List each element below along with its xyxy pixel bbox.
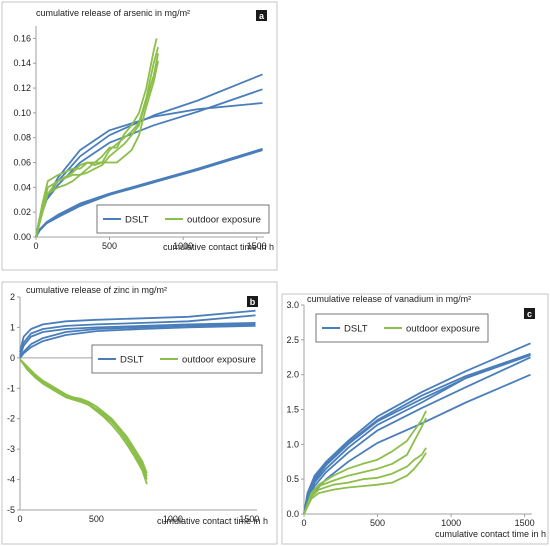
y-tick-label: 0 bbox=[10, 353, 15, 363]
y-axis-label: cumulative release of vanadium in mg/m² bbox=[307, 294, 471, 304]
x-tick-label: 0 bbox=[17, 514, 22, 524]
y-tick-label: 3.0 bbox=[286, 300, 299, 310]
legend-label-outdoor: outdoor exposure bbox=[182, 355, 256, 366]
y-tick-label: -5 bbox=[7, 505, 15, 515]
y-tick-label: 0.5 bbox=[286, 474, 299, 484]
chart-panel-a: cumulative release of arsenic in mg/m² a 0… bbox=[1, 1, 278, 271]
series-line-dslt-0 bbox=[19, 309, 256, 353]
panel-badge-label: c bbox=[527, 309, 532, 319]
x-tick-label: 1500 bbox=[239, 514, 259, 524]
y-tick-label: 1 bbox=[10, 322, 15, 332]
panel-frame bbox=[281, 293, 549, 545]
y-tick-label: 1.5 bbox=[286, 405, 299, 415]
x-tick-label: 0 bbox=[33, 241, 38, 251]
y-tick-label: 0.10 bbox=[13, 108, 31, 118]
panel-badge bbox=[524, 308, 535, 319]
legend-label-outdoor: outdoor exposure bbox=[187, 215, 261, 226]
y-tick-label: 0.14 bbox=[13, 58, 31, 68]
panel-badge bbox=[247, 296, 258, 307]
series-line-dslt-4 bbox=[19, 325, 256, 359]
panel-badge bbox=[256, 10, 267, 21]
x-tick-label: 1500 bbox=[247, 241, 267, 251]
series-line-dslt-2 bbox=[19, 322, 256, 357]
y-tick-label: 0.02 bbox=[13, 207, 31, 217]
panel-frame bbox=[1, 1, 278, 271]
x-axis-label: cumulative contact time in h bbox=[157, 516, 268, 526]
series-line-outdoor-8 bbox=[19, 358, 148, 477]
series-line-outdoor-9 bbox=[35, 60, 159, 238]
series-line-outdoor-5 bbox=[19, 358, 148, 474]
series-line-outdoor-6 bbox=[303, 410, 427, 515]
series-line-outdoor-7 bbox=[303, 417, 427, 515]
chart-panel-c: cumulative release of vanadium in mg/m² c… bbox=[281, 293, 549, 545]
panel-badge-label: b bbox=[250, 297, 256, 307]
x-tick-label: 0 bbox=[301, 518, 306, 528]
y-tick-label: 0.12 bbox=[13, 83, 31, 93]
series-line-outdoor-6 bbox=[35, 38, 158, 238]
x-tick-label: 1000 bbox=[441, 518, 461, 528]
y-tick-label: 0.08 bbox=[13, 133, 31, 143]
x-tick-label: 1500 bbox=[515, 518, 535, 528]
series-line-dslt-1 bbox=[303, 352, 531, 515]
legend-label-dslt: DSLT bbox=[125, 215, 149, 226]
panel-badge-label: a bbox=[259, 11, 265, 21]
y-tick-label: 0.16 bbox=[13, 33, 31, 43]
legend-label-dslt: DSLT bbox=[120, 355, 144, 366]
y-tick-label: 2.0 bbox=[286, 370, 299, 380]
x-tick-label: 1000 bbox=[163, 514, 183, 524]
series-line-dslt-3 bbox=[19, 323, 256, 358]
y-tick-label: -1 bbox=[7, 383, 15, 393]
x-axis-label: cumulative contact time in h bbox=[163, 242, 274, 252]
x-tick-label: 1000 bbox=[173, 241, 193, 251]
y-tick-label: 0.0 bbox=[286, 509, 299, 519]
y-tick-label: -4 bbox=[7, 475, 15, 485]
y-tick-label: 2.5 bbox=[286, 335, 299, 345]
series-line-dslt-5 bbox=[35, 148, 263, 238]
series-line-dslt-3 bbox=[303, 352, 531, 515]
x-tick-label: 500 bbox=[89, 514, 104, 524]
y-tick-label: -2 bbox=[7, 414, 15, 424]
series-line-dslt-1 bbox=[19, 314, 256, 356]
x-tick-label: 500 bbox=[102, 241, 117, 251]
series-line-outdoor-9 bbox=[303, 452, 427, 515]
legend-label-outdoor: outdoor exposure bbox=[406, 324, 480, 335]
y-axis-label: cumulative release of zinc in mg/m² bbox=[26, 285, 167, 295]
y-tick-label: 0.04 bbox=[13, 182, 31, 192]
chart-panel-b: cumulative release of zinc in mg/m² b -5 -4… bbox=[1, 281, 278, 545]
series-line-outdoor-8 bbox=[303, 447, 427, 515]
series-line-dslt-5 bbox=[303, 373, 531, 515]
y-tick-label: -3 bbox=[7, 444, 15, 454]
y-tick-label: 1.0 bbox=[286, 439, 299, 449]
x-axis-label: cumulative contact time in h bbox=[435, 529, 546, 539]
series-line-outdoor-8 bbox=[35, 53, 159, 238]
legend-label-dslt: DSLT bbox=[344, 324, 368, 335]
y-tick-label: 2 bbox=[10, 292, 15, 302]
panel-frame bbox=[1, 281, 278, 545]
x-tick-label: 500 bbox=[370, 518, 385, 528]
y-tick-label: 0.06 bbox=[13, 158, 31, 168]
y-axis-label: cumulative release of arsenic in mg/m² bbox=[36, 8, 190, 18]
y-tick-label: 0.00 bbox=[13, 232, 31, 242]
